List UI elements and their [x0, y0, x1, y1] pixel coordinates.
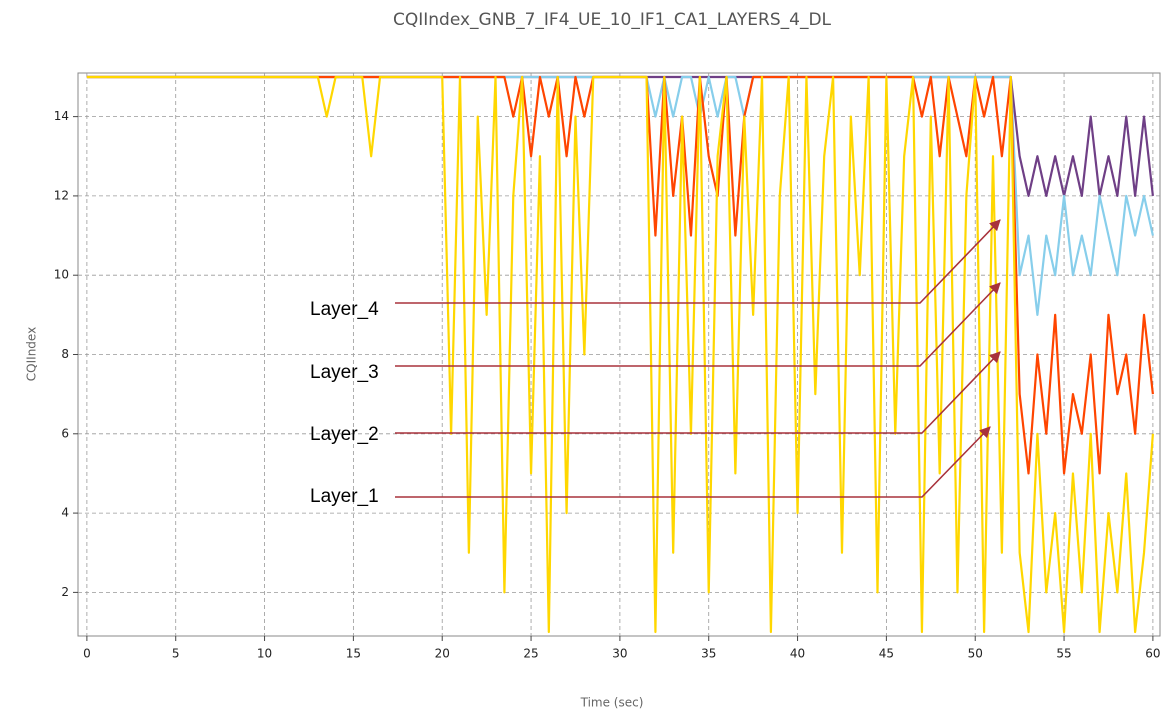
- arrow: [395, 282, 1001, 367]
- x-tick-label: 40: [790, 647, 805, 661]
- y-axis-label: CQIIndex: [25, 327, 39, 381]
- x-tick-label: 45: [879, 647, 894, 661]
- annotations: Layer_4 Layer_3 Layer_2 Layer_1: [310, 219, 1001, 507]
- x-tick-label: 5: [172, 647, 180, 661]
- y-tick-label: 10: [54, 268, 69, 282]
- y-tick-label: 4: [61, 506, 69, 520]
- arrow: [395, 426, 991, 498]
- x-tick-label: 50: [968, 647, 983, 661]
- x-tick-label: 25: [523, 647, 538, 661]
- x-tick-label: 60: [1145, 647, 1160, 661]
- x-tick-label: 20: [435, 647, 450, 661]
- y-tick-label: 8: [61, 347, 69, 361]
- x-tick-label: 30: [612, 647, 627, 661]
- x-tick-label: 55: [1056, 647, 1071, 661]
- grid: 0 5 10 15 20 25 30 35 40 45 50 55 60 2 4 6 8 10 12 14: [54, 73, 1161, 661]
- annotation: Layer_3: [310, 362, 379, 383]
- x-tick-label: 15: [346, 647, 361, 661]
- arrow: [395, 351, 1001, 434]
- y-tick-label: 6: [61, 426, 69, 440]
- x-axis-label: Time (sec): [580, 696, 644, 710]
- annotation: Layer_4: [310, 299, 379, 320]
- series-line: [86, 75, 1154, 634]
- annotation: Layer_2: [310, 424, 379, 445]
- y-tick-label: 14: [54, 109, 69, 123]
- x-tick-label: 35: [701, 647, 716, 661]
- x-tick-label: 0: [83, 647, 91, 661]
- y-tick-label: 2: [61, 585, 69, 599]
- chart-title: CQIIndex_GNB_7_IF4_UE_10_IF1_CA1_LAYERS_…: [393, 10, 832, 30]
- lines: [86, 75, 1154, 634]
- x-tick-label: 10: [257, 647, 272, 661]
- arrow: [395, 219, 1001, 304]
- y-tick-label: 12: [54, 188, 69, 202]
- annotation: Layer_1: [310, 486, 379, 507]
